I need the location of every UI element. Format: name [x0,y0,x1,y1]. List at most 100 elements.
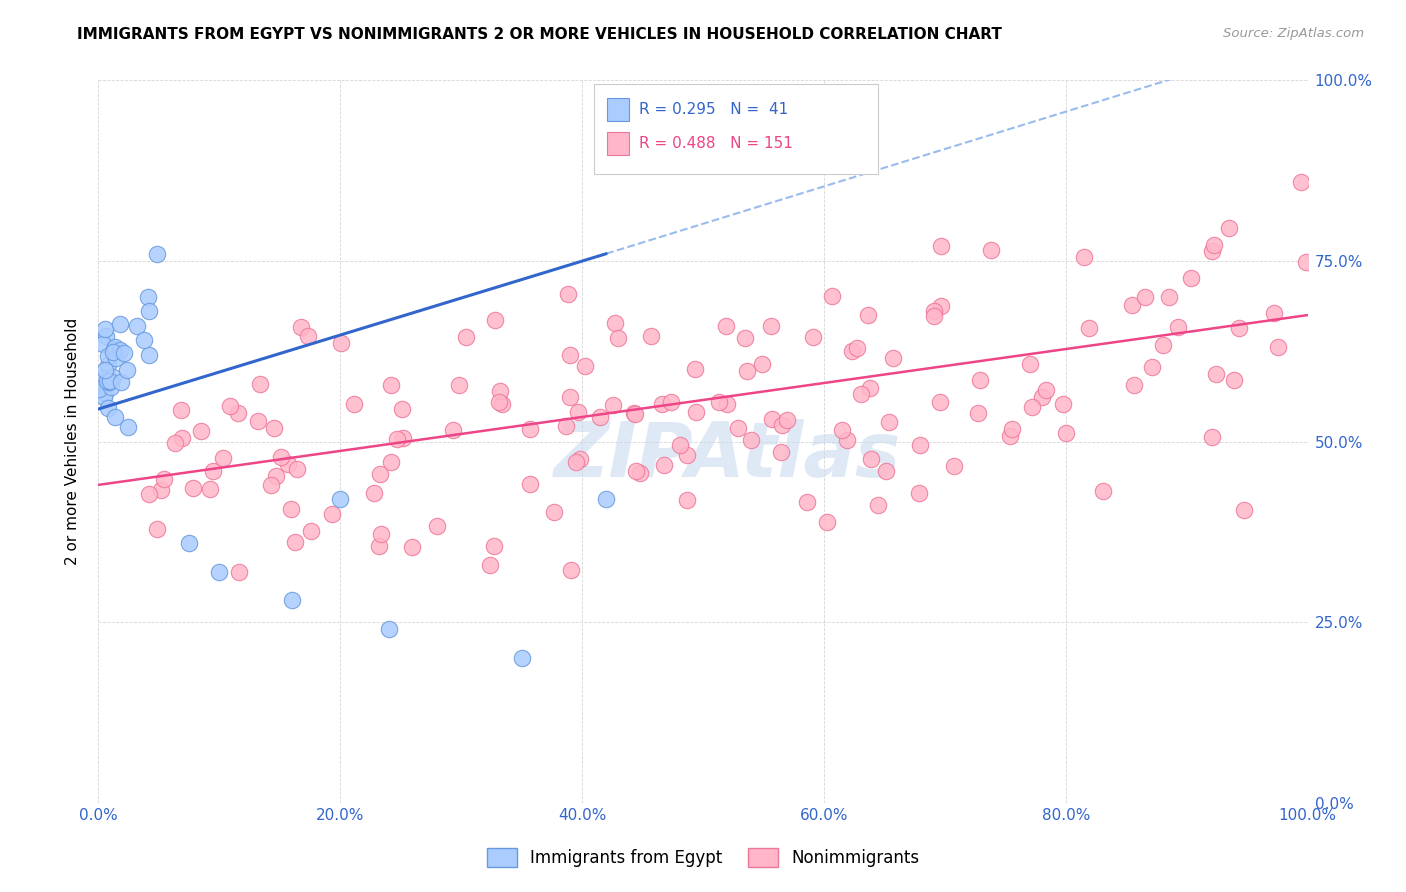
FancyBboxPatch shape [607,132,630,154]
Point [675,448,697,462]
Point [877,415,900,429]
Point [127,318,149,333]
Text: Source: ZipAtlas.com: Source: ZipAtlas.com [1223,27,1364,40]
Point [343,397,366,411]
Point [859,381,882,395]
Point [146,246,169,260]
Point [555,418,578,433]
Point [669,437,692,451]
Point [280,502,302,516]
Point [94,386,117,401]
Point [368,467,391,481]
Point [115,363,138,377]
Point [759,319,782,334]
Text: ZIPAtlas: ZIPAtlas [554,419,901,493]
Point [1166,319,1188,334]
Point [574,359,596,374]
Point [607,331,630,345]
Point [489,384,512,398]
Point [1205,367,1227,381]
Point [134,334,156,348]
Point [110,375,132,389]
Point [751,357,773,371]
Point [482,539,505,553]
Point [426,519,449,533]
Point [1201,244,1223,259]
Point [329,492,352,507]
Point [277,457,299,471]
Point [998,429,1021,443]
Point [595,492,617,507]
Point [89,380,111,394]
Point [98,376,121,390]
Point [1133,290,1156,304]
Point [146,522,169,536]
Point [558,390,581,404]
Point [104,340,127,354]
FancyBboxPatch shape [607,98,630,121]
Text: R = 0.488   N = 151: R = 0.488 N = 151 [638,136,793,151]
Point [821,289,844,303]
Point [557,287,579,301]
Point [1201,430,1223,444]
Point [97,358,120,372]
Point [97,401,120,415]
Point [94,329,117,343]
Point [179,535,201,549]
Point [685,405,707,419]
Point [299,524,322,538]
Point [401,540,423,554]
Point [659,394,682,409]
Point [761,412,783,426]
Point [1218,220,1240,235]
Point [1157,290,1180,304]
Point [776,413,799,427]
Point [1140,359,1163,374]
Point [928,395,950,409]
Point [1078,321,1101,335]
Point [263,420,285,434]
Point [651,396,673,410]
Point [101,370,124,384]
Point [391,402,413,417]
Point [284,535,307,549]
Point [801,330,824,344]
Point [100,380,122,394]
Point [1035,383,1057,397]
Point [138,290,160,304]
Point [560,348,582,362]
Point [967,406,990,420]
Point [737,364,759,378]
Point [969,373,991,387]
Point [138,348,160,362]
Point [97,349,120,363]
Point [740,433,762,447]
Point [859,452,882,467]
Point [1204,237,1226,252]
Point [1121,298,1143,312]
Point [727,421,749,435]
Point [228,565,250,579]
Point [368,539,391,553]
Point [837,433,859,447]
Point [980,243,1002,257]
Point [1263,306,1285,320]
Point [1073,250,1095,264]
Point [929,238,952,252]
Point [87,382,110,396]
Point [1233,503,1256,517]
Point [908,486,931,500]
Point [1092,483,1115,498]
Y-axis label: 2 or more Vehicles in Household: 2 or more Vehicles in Household [65,318,80,566]
Point [565,455,588,469]
Point [297,329,319,343]
Point [285,461,308,475]
Point [491,397,513,411]
Point [1001,422,1024,436]
Point [630,466,652,480]
Point [110,343,132,358]
Point [770,418,793,433]
Point [1031,390,1053,404]
Point [922,309,945,323]
Point [94,322,117,336]
